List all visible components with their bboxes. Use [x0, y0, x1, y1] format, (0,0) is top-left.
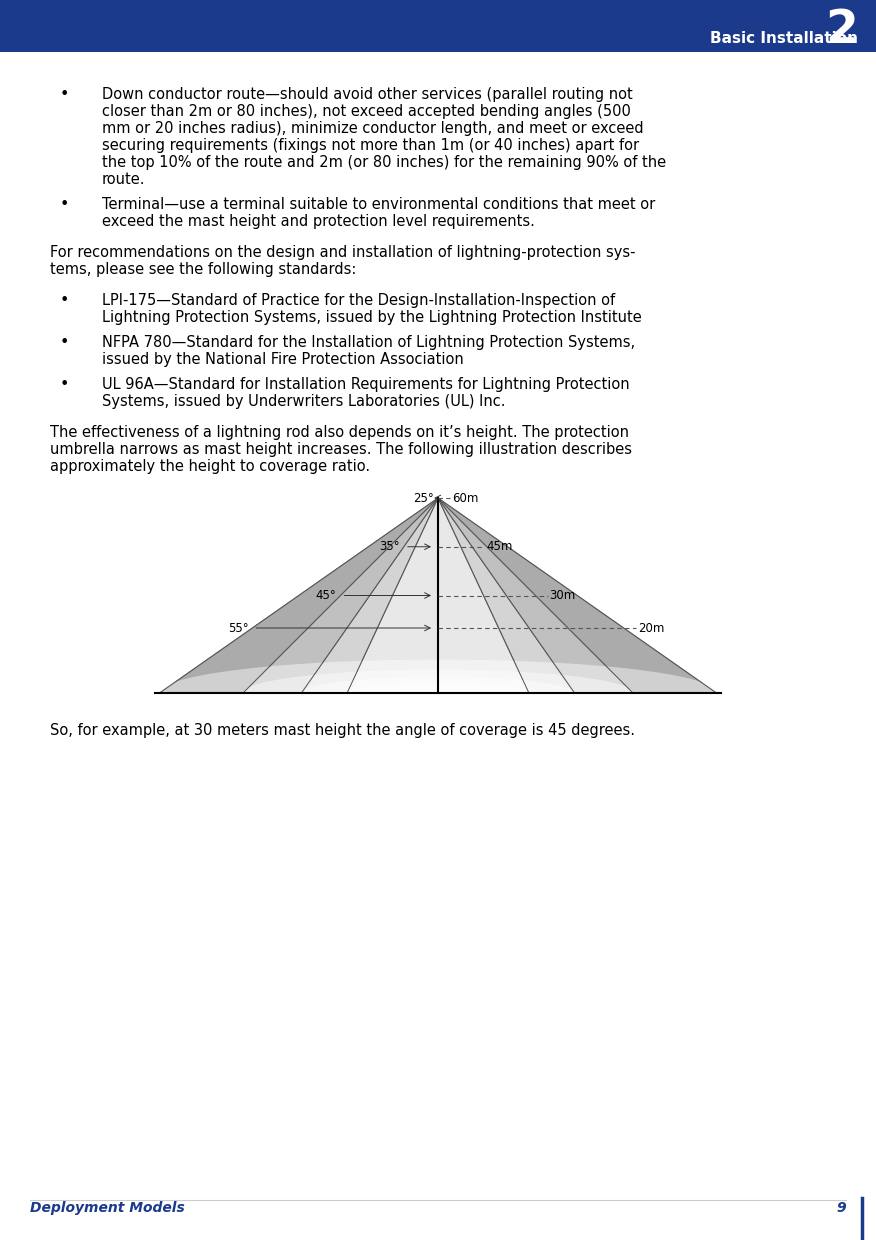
Text: Lightning Protection Systems, issued by the Lightning Protection Institute: Lightning Protection Systems, issued by … — [102, 310, 642, 325]
Polygon shape — [159, 498, 717, 693]
Text: UL 96A—Standard for Installation Requirements for Lightning Protection: UL 96A—Standard for Installation Require… — [102, 377, 630, 392]
Text: So, for example, at 30 meters mast height the angle of coverage is 45 degrees.: So, for example, at 30 meters mast heigh… — [50, 723, 635, 738]
Text: Systems, issued by Underwriters Laboratories (UL) Inc.: Systems, issued by Underwriters Laborato… — [102, 394, 505, 409]
Text: exceed the mast height and protection level requirements.: exceed the mast height and protection le… — [102, 215, 535, 229]
Text: •: • — [60, 293, 69, 308]
Text: Deployment Models: Deployment Models — [30, 1202, 185, 1215]
Text: Down conductor route—should avoid other services (parallel routing not: Down conductor route—should avoid other … — [102, 87, 632, 102]
Text: approximately the height to coverage ratio.: approximately the height to coverage rat… — [50, 459, 371, 474]
Text: •: • — [60, 377, 69, 392]
Text: For recommendations on the design and installation of lightning-protection sys-: For recommendations on the design and in… — [50, 246, 635, 260]
Polygon shape — [159, 660, 717, 693]
Polygon shape — [243, 670, 633, 693]
Text: •: • — [60, 197, 69, 212]
Text: the top 10% of the route and 2m (or 80 inches) for the remaining 90% of the: the top 10% of the route and 2m (or 80 i… — [102, 155, 666, 170]
Text: •: • — [60, 87, 69, 102]
Text: securing requirements (fixings not more than 1m (or 40 inches) apart for: securing requirements (fixings not more … — [102, 138, 639, 153]
Text: LPI-175—Standard of Practice for the Design-Installation-Inspection of: LPI-175—Standard of Practice for the Des… — [102, 293, 615, 308]
Polygon shape — [301, 498, 575, 693]
Text: NFPA 780—Standard for the Installation of Lightning Protection Systems,: NFPA 780—Standard for the Installation o… — [102, 335, 635, 350]
Text: 60m: 60m — [452, 491, 478, 505]
Text: 25°: 25° — [413, 491, 434, 505]
Text: 45°: 45° — [315, 589, 336, 601]
Text: closer than 2m or 80 inches), not exceed accepted bending angles (500: closer than 2m or 80 inches), not exceed… — [102, 104, 631, 119]
Polygon shape — [243, 498, 633, 693]
Text: 30m: 30m — [549, 589, 576, 601]
Text: Basic Installation: Basic Installation — [710, 31, 858, 46]
Text: The effectiveness of a lightning rod also depends on it’s height. The protection: The effectiveness of a lightning rod als… — [50, 425, 629, 440]
Text: •: • — [60, 335, 69, 350]
Text: umbrella narrows as mast height increases. The following illustration describes: umbrella narrows as mast height increase… — [50, 441, 632, 458]
Text: 45m: 45m — [486, 541, 512, 553]
Text: Terminal—use a terminal suitable to environmental conditions that meet or: Terminal—use a terminal suitable to envi… — [102, 197, 655, 212]
Text: issued by the National Fire Protection Association: issued by the National Fire Protection A… — [102, 352, 463, 367]
Polygon shape — [347, 498, 529, 693]
Polygon shape — [347, 682, 529, 693]
Text: mm or 20 inches radius), minimize conductor length, and meet or exceed: mm or 20 inches radius), minimize conduc… — [102, 122, 644, 136]
Bar — [0, 0, 876, 52]
Text: route.: route. — [102, 172, 145, 187]
Text: 20m: 20m — [638, 621, 664, 635]
Polygon shape — [301, 677, 575, 693]
Text: 2: 2 — [825, 7, 858, 53]
Text: tems, please see the following standards:: tems, please see the following standards… — [50, 262, 357, 277]
Text: 55°: 55° — [228, 621, 248, 635]
Text: 35°: 35° — [379, 541, 399, 553]
Text: 9: 9 — [837, 1202, 846, 1215]
